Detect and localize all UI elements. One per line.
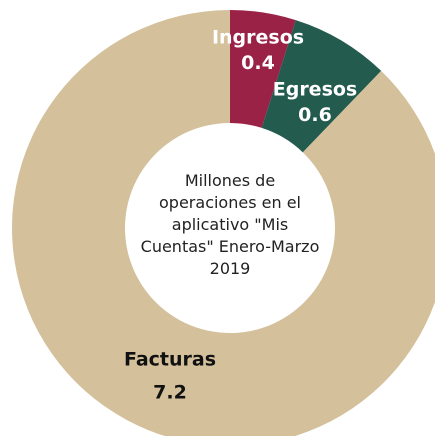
donut-slice bbox=[230, 10, 296, 128]
slice-label: Facturas bbox=[124, 349, 216, 371]
slice-label: Ingresos bbox=[212, 27, 304, 49]
donut-slice bbox=[261, 20, 382, 153]
slice-label: Egresos bbox=[273, 79, 358, 101]
chart-title: Millones de operaciones en el aplicativo… bbox=[140, 171, 320, 278]
value-label: 0.6 bbox=[298, 104, 332, 126]
value-label: 7.2 bbox=[153, 382, 187, 404]
donut-slice bbox=[12, 10, 435, 436]
value-label: 0.4 bbox=[241, 52, 275, 74]
